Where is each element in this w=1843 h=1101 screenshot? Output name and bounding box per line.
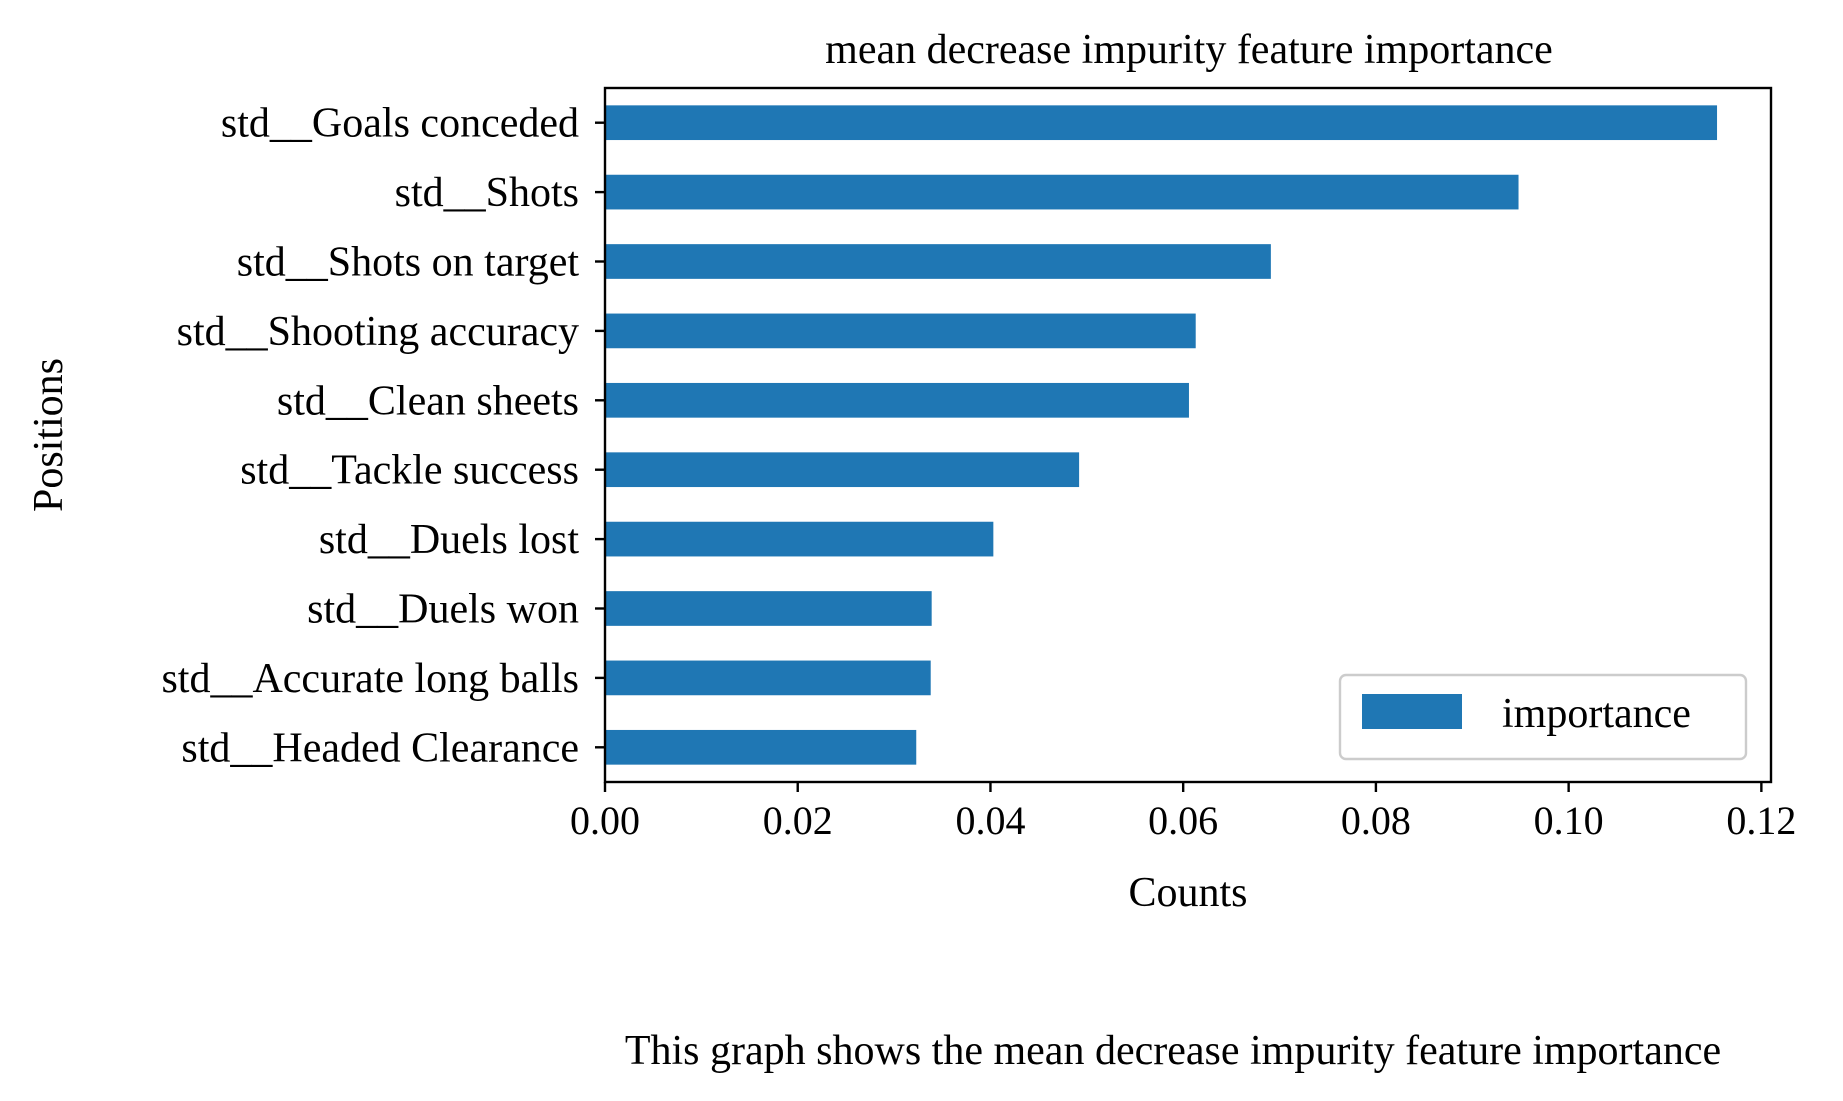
x-tick-label: 0.06 xyxy=(1148,798,1218,843)
bar xyxy=(605,591,932,626)
bar xyxy=(605,521,994,557)
y-category-label: std__Shots on target xyxy=(237,240,580,286)
x-tick-group: 0.00 0.02 0.04 0.06 0.08 0.10 0.12 xyxy=(570,782,1796,843)
bar-group xyxy=(605,105,1718,765)
x-tick-label: 0.02 xyxy=(763,798,833,843)
y-category-label: std__Shooting accuracy xyxy=(177,309,579,355)
x-tick-label: 0.00 xyxy=(570,798,640,843)
y-category-label: std__Goals conceded xyxy=(221,101,579,147)
bar xyxy=(605,729,917,765)
bar xyxy=(605,174,1519,210)
x-tick-label: 0.08 xyxy=(1341,798,1411,843)
plot-frame xyxy=(603,86,1773,784)
y-category-label: std__Duels won xyxy=(307,587,579,633)
y-category-label: std__Clean sheets xyxy=(277,378,579,424)
y-category-label: std__Duels lost xyxy=(319,517,580,563)
y-category-labels: std__Goals conceded std__Shots std__Shots … xyxy=(161,101,605,771)
figure-caption: This graph shows the mean decrease impur… xyxy=(625,1028,1721,1074)
x-tick-label: 0.12 xyxy=(1726,798,1796,843)
x-axis-label: Counts xyxy=(1128,870,1247,916)
y-category-label: std__Accurate long balls xyxy=(161,656,579,702)
bar xyxy=(605,452,1080,488)
chart-title: mean decrease impurity feature importanc… xyxy=(825,27,1553,73)
bar xyxy=(605,244,1271,279)
x-tick-label: 0.04 xyxy=(955,798,1025,843)
bar xyxy=(605,660,931,696)
y-category-label: std__Headed Clearance xyxy=(181,725,579,771)
y-category-label: std__Tackle success xyxy=(240,448,579,494)
y-category-label: std__Shots xyxy=(395,170,579,216)
y-axis-label: Positions xyxy=(26,358,72,512)
bar xyxy=(605,382,1189,418)
x-tick-label: 0.10 xyxy=(1534,798,1604,843)
legend: importance xyxy=(1338,673,1748,761)
bar xyxy=(605,313,1196,349)
legend-label: importance xyxy=(1502,691,1691,737)
legend-swatch xyxy=(1362,694,1462,729)
bar xyxy=(605,105,1718,141)
